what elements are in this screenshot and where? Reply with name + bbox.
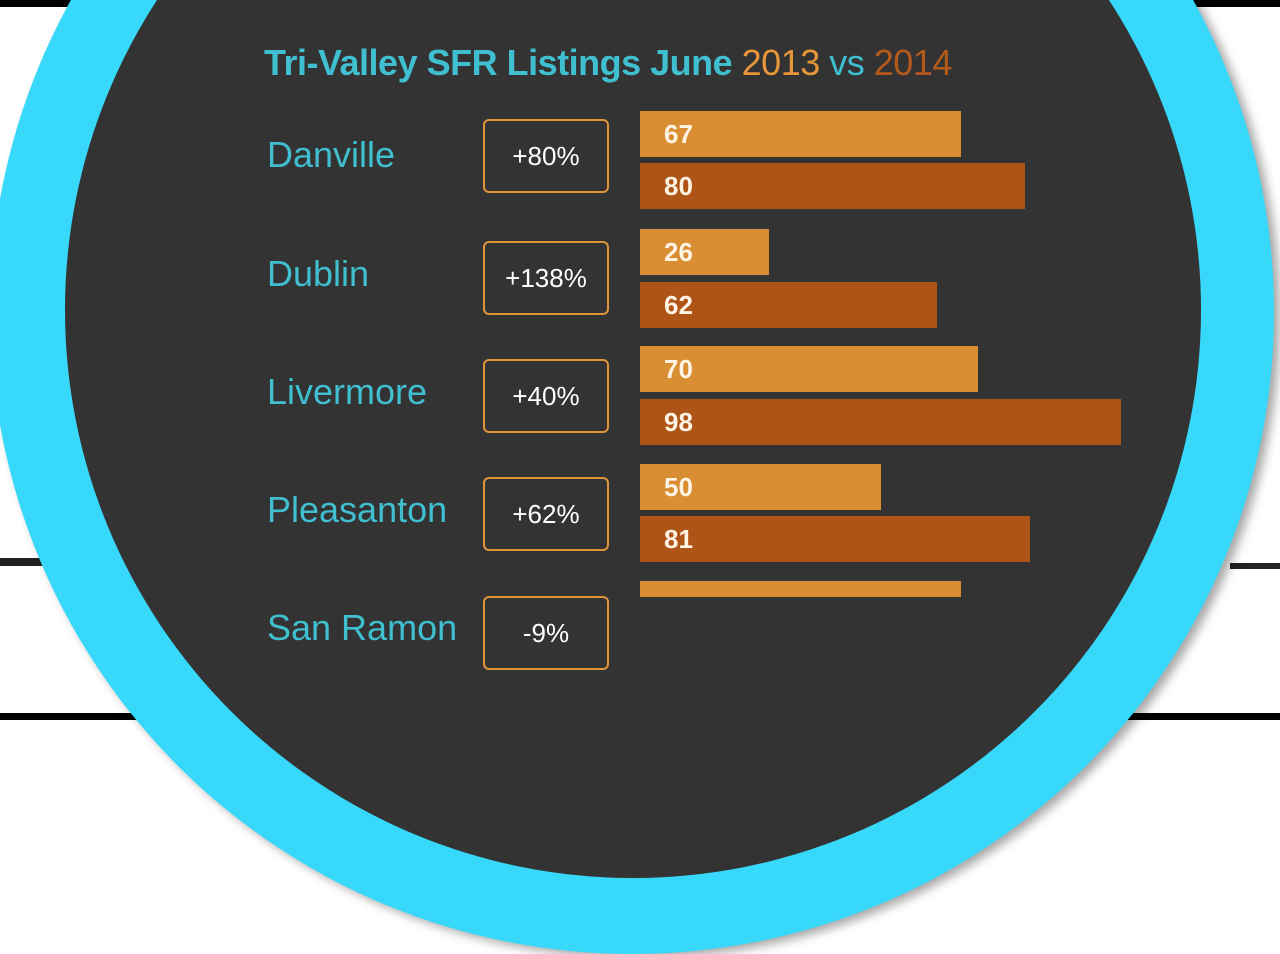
bar-2013: 70 xyxy=(640,346,978,392)
percent-change-badge: -9% xyxy=(483,596,609,670)
bar-2014: 62 xyxy=(640,282,937,328)
city-label: Pleasanton xyxy=(267,489,448,530)
title-vs: vs xyxy=(829,42,865,83)
title-main: Tri-Valley SFR Listings June xyxy=(264,42,733,83)
percent-change-badge: +80% xyxy=(483,119,609,193)
bar-2013: 67 xyxy=(640,111,961,157)
city-label: Danville xyxy=(267,134,396,175)
percent-change-badge: +138% xyxy=(483,241,609,315)
title-year-2014: 2014 xyxy=(873,42,953,83)
background-rule-right xyxy=(1230,563,1280,569)
bar-2013-partial: 67 xyxy=(640,581,961,597)
title-year-2013: 2013 xyxy=(741,42,821,83)
city-label: Dublin xyxy=(267,253,370,294)
percent-change-badge: +40% xyxy=(483,359,609,433)
percent-change-badge: +62% xyxy=(483,477,609,551)
background-rule-left xyxy=(0,558,60,566)
bar-2013: 26 xyxy=(640,229,769,275)
bar-2014: 98 xyxy=(640,399,1121,445)
city-label: Livermore xyxy=(267,371,428,412)
chart-title: Tri-Valley SFR Listings June 2013 vs 201… xyxy=(264,42,952,84)
city-label: San Ramon xyxy=(267,607,458,648)
bar-2014: 80 xyxy=(640,163,1025,209)
bar-2014: 81 xyxy=(640,516,1030,562)
bar-2013: 50 xyxy=(640,464,881,510)
